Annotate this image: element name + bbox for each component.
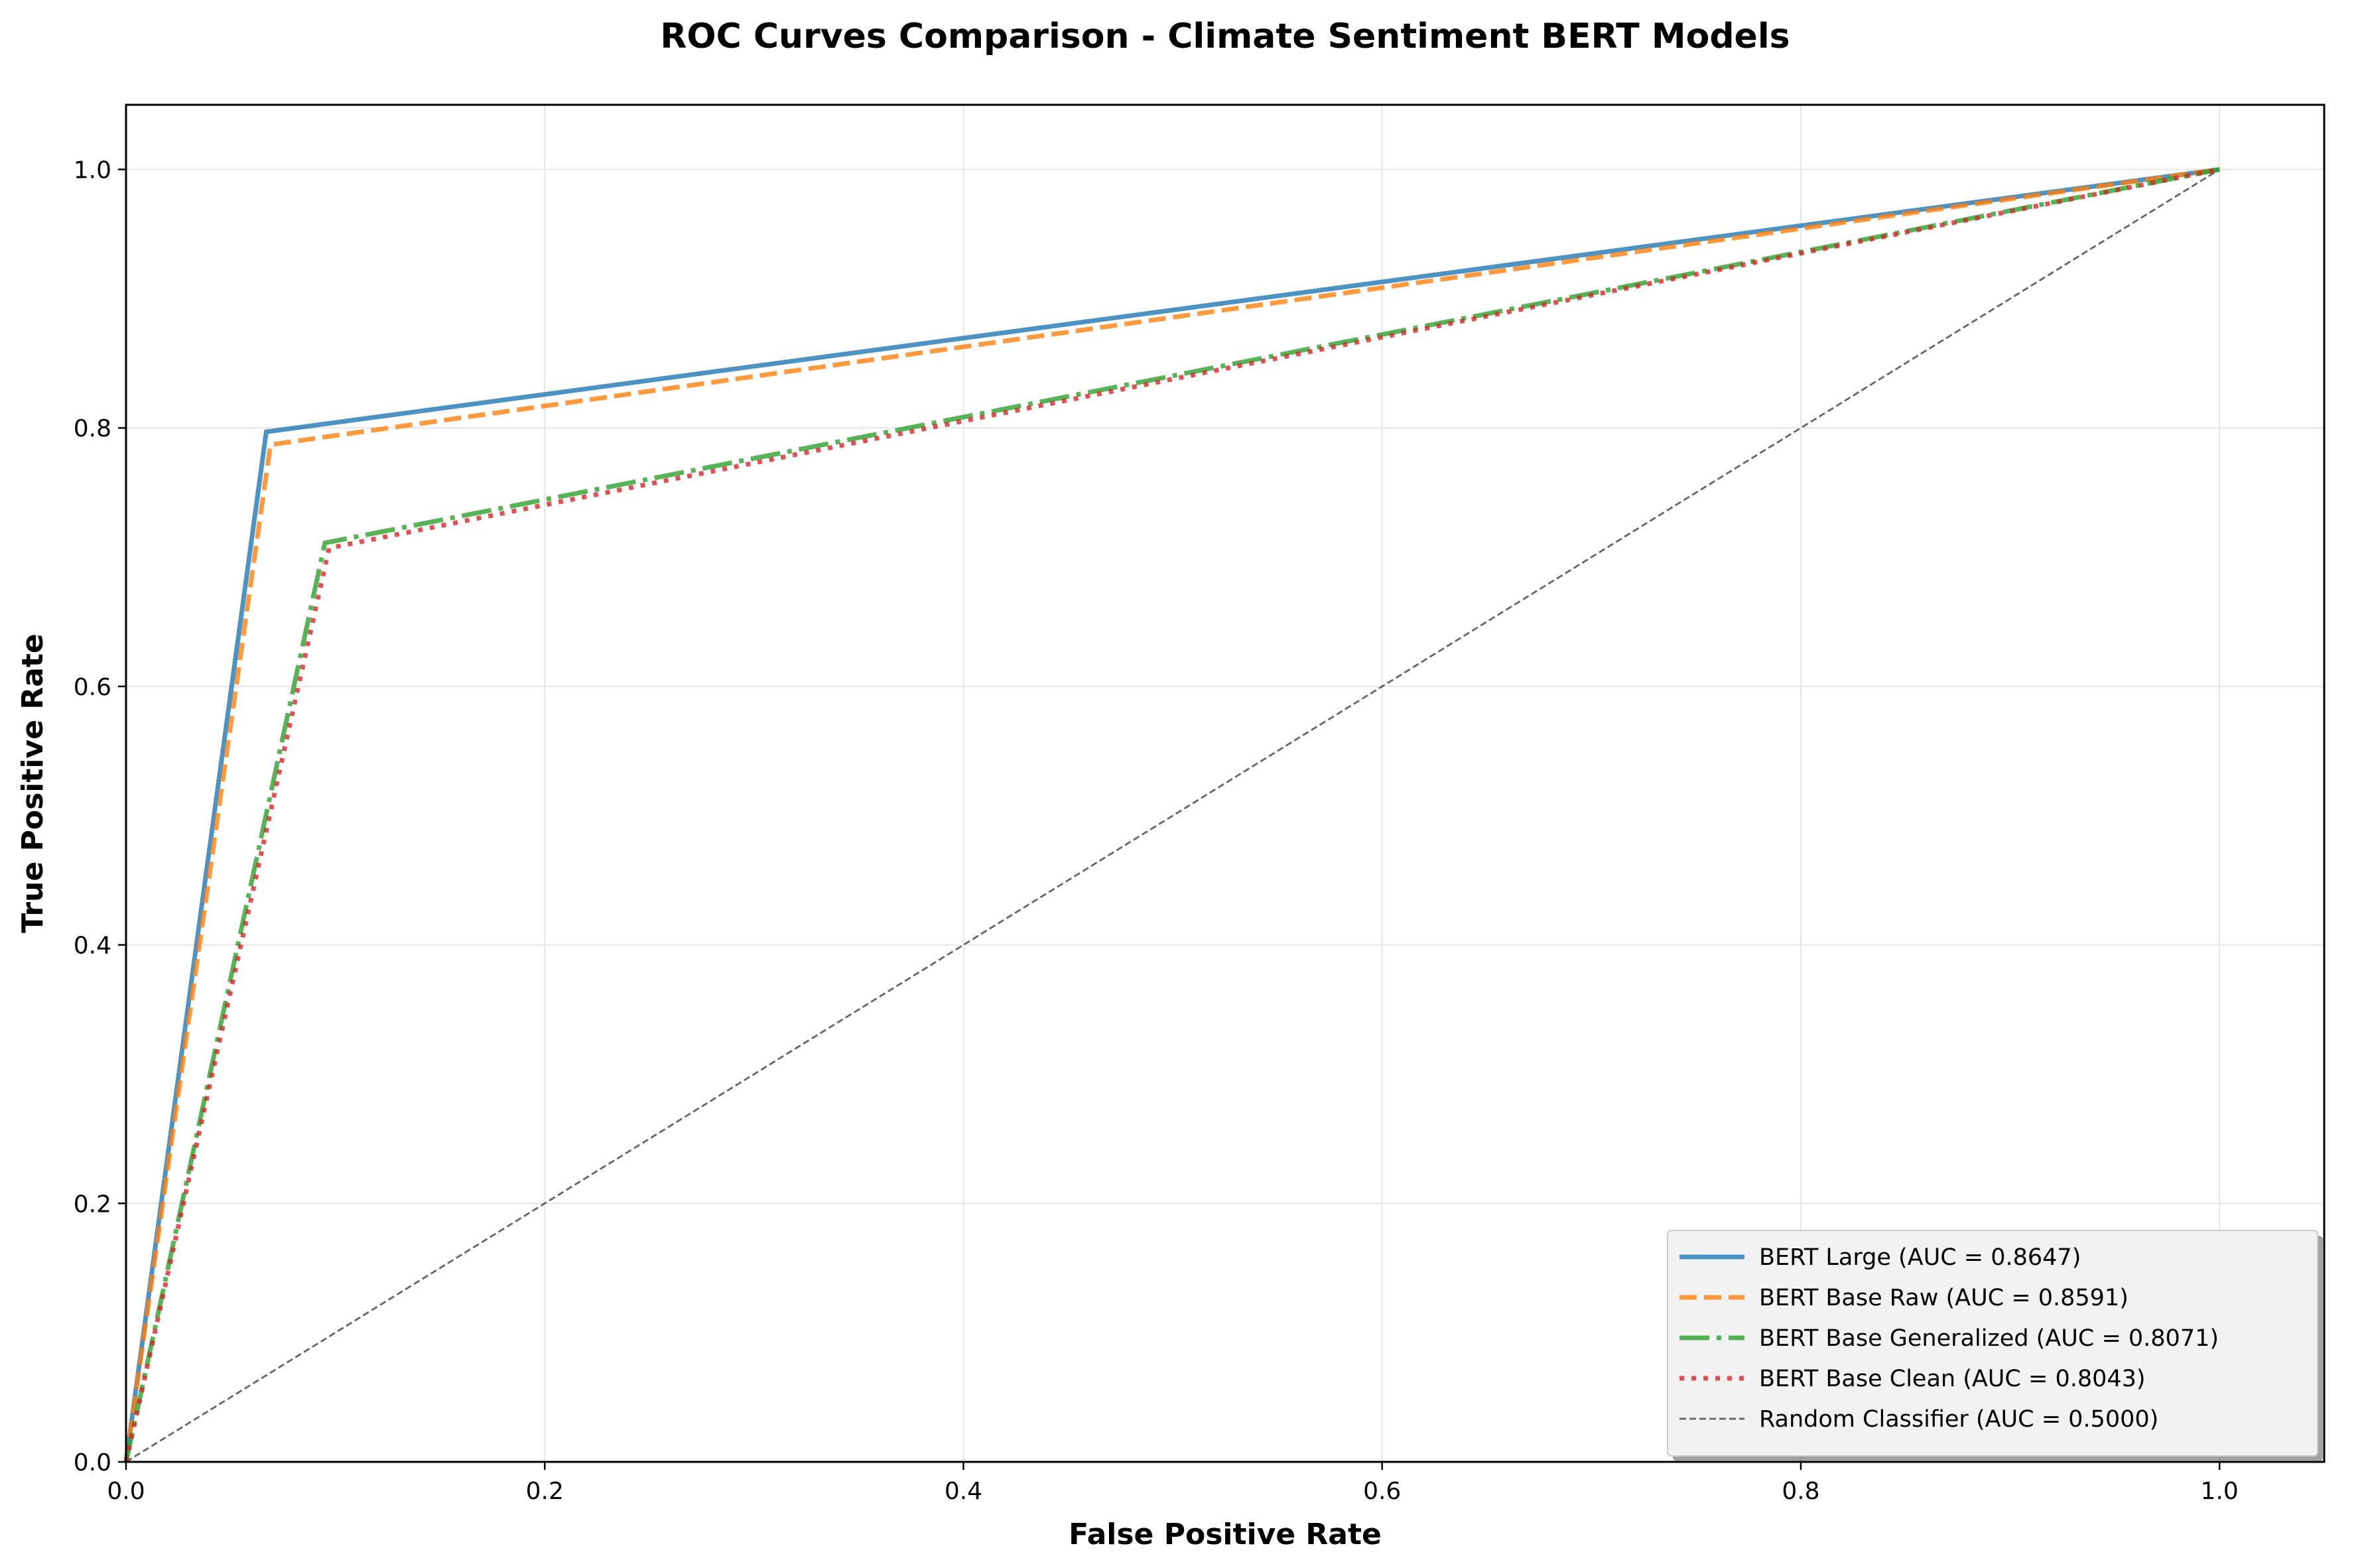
y-tick-label-5: 1.0 <box>74 157 111 184</box>
x-tick-label-3: 0.6 <box>1363 1478 1401 1505</box>
ticks: 0.0 0.2 0.4 0.6 0.8 1.0 0.0 0.2 0.4 0.6 0.8 1.0 <box>74 157 2239 1505</box>
plot-frame <box>125 103 2326 1463</box>
legend-label-3: BERT Base Clean (AUC = 0.8043) <box>1759 1366 2146 1392</box>
x-tick-label-2: 0.4 <box>945 1478 982 1505</box>
y-tick-label-4: 0.8 <box>74 415 111 442</box>
y-axis-label: True Positive Rate <box>16 633 50 933</box>
series-group <box>123 166 2220 1463</box>
x-tick-label-1: 0.2 <box>526 1478 564 1505</box>
x-tick-label-0: 0.0 <box>107 1478 145 1505</box>
legend: BERT Large (AUC = 0.8647) BERT Base Raw (… <box>1667 1230 2323 1461</box>
series-line-1 <box>123 166 2220 1463</box>
y-tick-label-3: 0.6 <box>74 674 111 701</box>
legend-label-1: BERT Base Raw (AUC = 0.8591) <box>1759 1285 2129 1311</box>
legend-label-0: BERT Large (AUC = 0.8647) <box>1759 1244 2081 1271</box>
legend-label-4: Random Classifier (AUC = 0.5000) <box>1759 1406 2158 1433</box>
legend-box <box>1667 1230 2318 1457</box>
y-tick-label-2: 0.4 <box>74 933 111 960</box>
series-line-4 <box>125 168 2220 1463</box>
legend-label-2: BERT Base Generalized (AUC = 0.8071) <box>1759 1325 2219 1352</box>
chart-title: ROC Curves Comparison - Climate Sentimen… <box>660 17 1790 56</box>
y-tick-label-0: 0.0 <box>74 1449 111 1476</box>
series-line-3 <box>123 166 2220 1463</box>
y-tick-label-1: 0.2 <box>74 1191 111 1218</box>
x-tick-label-5: 1.0 <box>2201 1478 2239 1505</box>
x-axis-label: False Positive Rate <box>1069 1518 1382 1551</box>
x-tick-label-4: 0.8 <box>1782 1478 1819 1505</box>
